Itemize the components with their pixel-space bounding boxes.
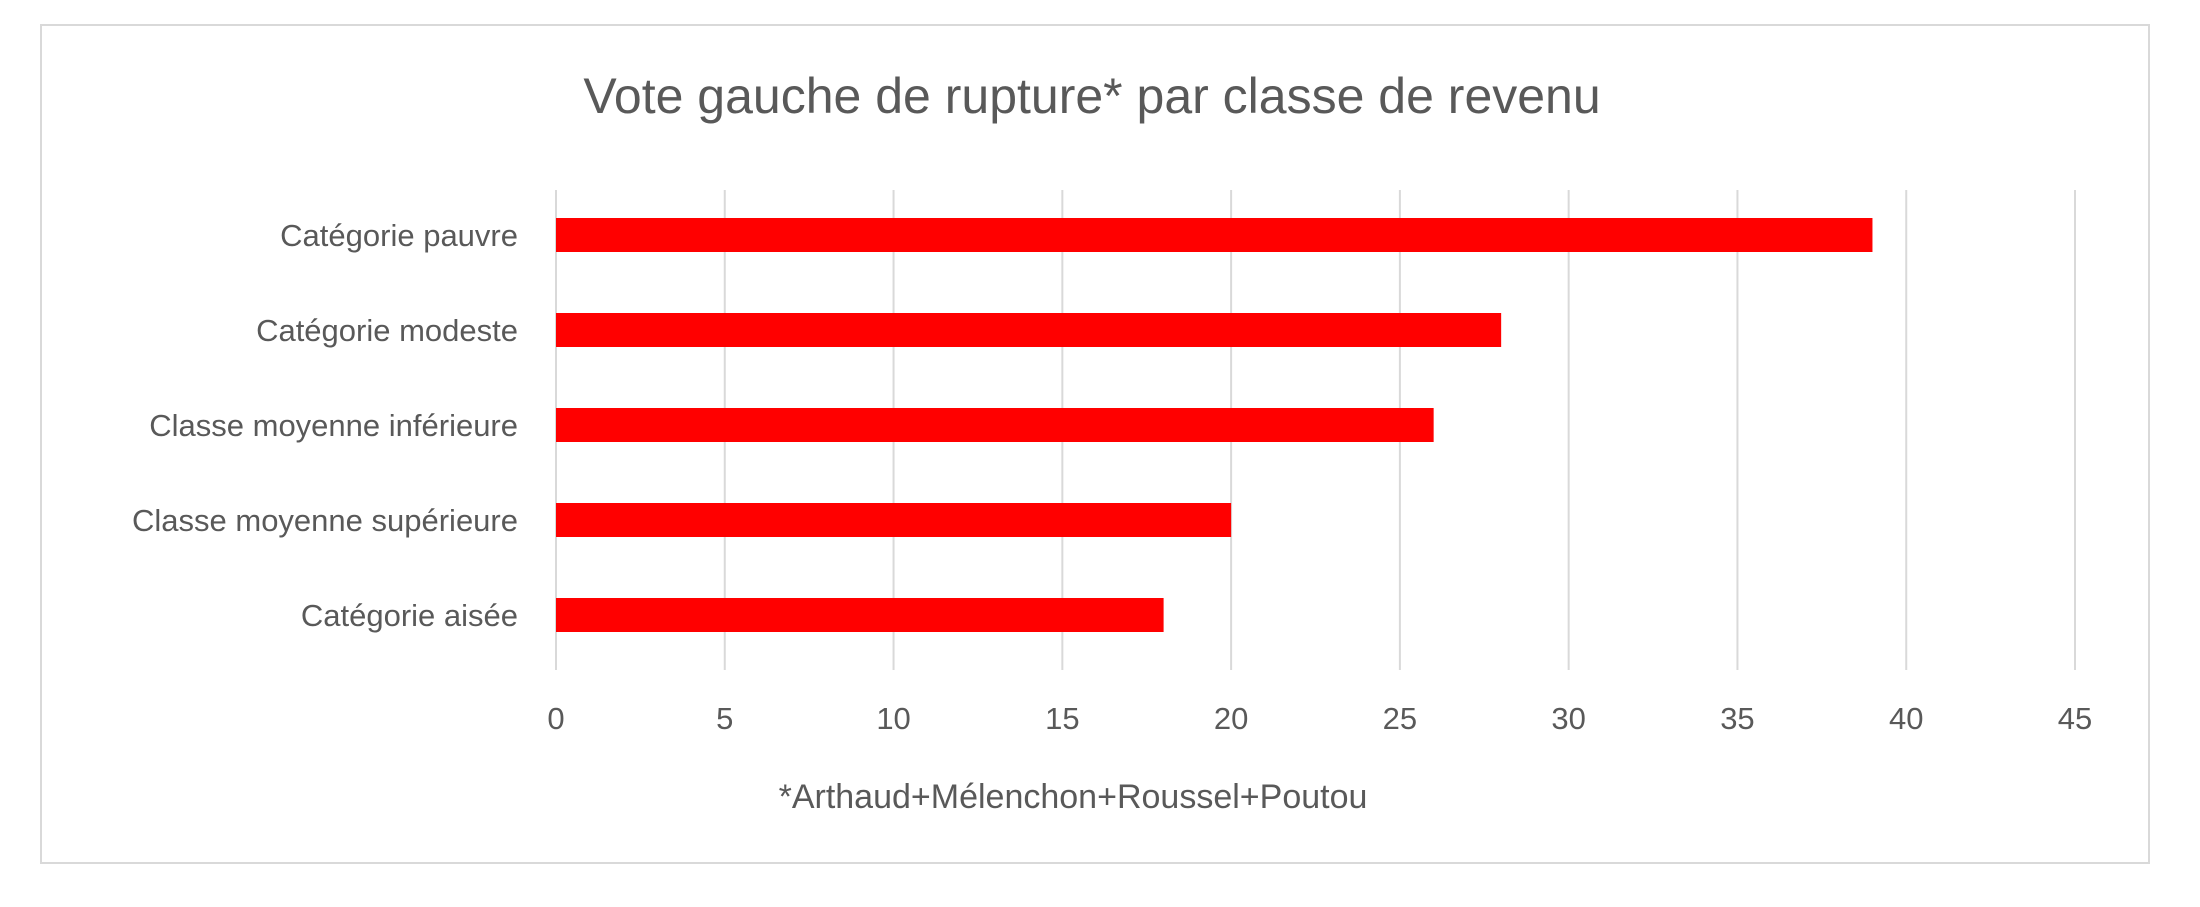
x-tick-label: 30 [1551, 701, 1585, 736]
x-tick-label: 35 [1720, 701, 1754, 736]
bar [556, 408, 1434, 442]
x-tick-label: 5 [716, 701, 733, 736]
chart-frame [40, 24, 2150, 864]
x-axis-label: *Arthaud+Mélenchon+Roussel+Poutou [779, 778, 1368, 816]
gridlines [555, 190, 2076, 670]
x-tick-label: 45 [2058, 701, 2092, 736]
category-labels: Catégorie pauvre Catégorie modeste Classe … [132, 218, 518, 633]
x-tick-label: 20 [1214, 701, 1248, 736]
chart-title: Vote gauche de rupture* par classe de re… [583, 68, 1600, 124]
category-label: Classe moyenne inférieure [149, 408, 518, 443]
x-tick-label: 10 [876, 701, 910, 736]
bar [556, 503, 1232, 537]
bar [556, 598, 1164, 632]
x-tick-label: 25 [1383, 701, 1417, 736]
x-tick-labels: 0 5 10 15 20 25 30 35 40 45 [547, 701, 2092, 736]
category-label: Catégorie pauvre [280, 218, 518, 253]
x-tick-label: 15 [1045, 701, 1079, 736]
x-tick-label: 40 [1889, 701, 1923, 736]
bars [556, 218, 1873, 632]
bar [556, 313, 1502, 347]
category-label: Catégorie modeste [256, 313, 518, 348]
x-tick-label: 0 [547, 701, 564, 736]
category-label: Classe moyenne supérieure [132, 503, 518, 538]
category-label: Catégorie aisée [301, 598, 518, 633]
bar [556, 218, 1873, 252]
